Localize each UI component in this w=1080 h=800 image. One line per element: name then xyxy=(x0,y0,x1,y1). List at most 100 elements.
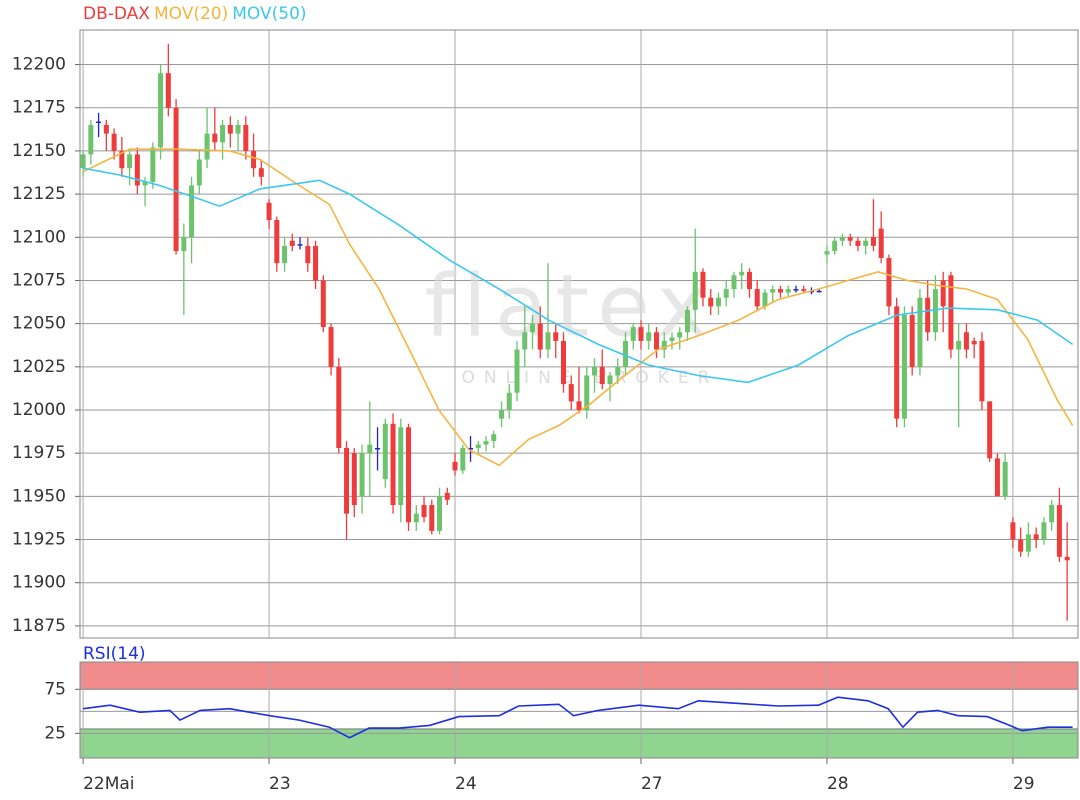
candle-body xyxy=(715,297,721,307)
candle-body xyxy=(1002,461,1008,497)
candle-body xyxy=(220,125,226,143)
candle-body xyxy=(886,258,892,307)
candle-body xyxy=(475,444,481,448)
candle-body xyxy=(80,154,86,169)
candle-body xyxy=(940,280,946,307)
candle-body xyxy=(189,185,195,238)
candle-body xyxy=(119,150,125,169)
candle-body xyxy=(607,375,613,385)
candle-body xyxy=(770,289,776,293)
x-tick-label: 23 xyxy=(269,774,291,794)
candle-body xyxy=(235,125,241,134)
candle-body xyxy=(584,375,590,410)
candle-body xyxy=(127,154,133,169)
candle-body xyxy=(274,220,280,264)
candle-body xyxy=(499,410,505,419)
x-tick-label: 28 xyxy=(827,774,849,794)
x-tick-label: 24 xyxy=(455,774,477,794)
candle-body xyxy=(181,237,187,252)
candle-body xyxy=(258,168,264,177)
candle-body xyxy=(289,240,295,246)
y-tick-label: 12025 xyxy=(12,357,66,377)
candle-body xyxy=(367,444,373,454)
candle-body xyxy=(1033,534,1039,540)
candle-body xyxy=(723,289,729,298)
candle-body xyxy=(421,505,427,518)
candle-body xyxy=(994,458,1000,497)
candle-body xyxy=(429,505,435,531)
legend-entry: MOV(20) xyxy=(154,4,228,24)
y-tick-label: 75 xyxy=(44,679,66,699)
candle-body xyxy=(653,332,659,350)
candle-body xyxy=(576,401,582,410)
candle-body xyxy=(901,315,907,419)
candle-body xyxy=(925,297,931,333)
candle-body xyxy=(150,147,156,182)
y-tick-label: 11875 xyxy=(12,616,66,636)
candle-body xyxy=(855,240,861,246)
candle-body xyxy=(1010,522,1016,540)
candle-body xyxy=(762,292,768,307)
x-tick-label: 27 xyxy=(641,774,663,794)
y-tick-label: 11900 xyxy=(12,573,66,593)
candle-body xyxy=(963,332,969,350)
candle-body xyxy=(173,107,179,252)
candle-body xyxy=(816,290,822,293)
y-tick-label: 12000 xyxy=(12,400,66,420)
candle-body xyxy=(684,309,690,333)
candle-body xyxy=(313,245,319,281)
y-tick-label: 12150 xyxy=(12,141,66,161)
candle-body xyxy=(375,448,381,450)
candle-body xyxy=(537,323,543,350)
candle-body xyxy=(909,315,915,367)
y-tick-label: 12125 xyxy=(12,184,66,204)
candle-body xyxy=(305,245,311,264)
candle-body xyxy=(878,228,884,258)
candle-body xyxy=(103,125,109,134)
candle-body xyxy=(692,271,698,310)
candle-body xyxy=(1018,539,1024,552)
plot-border xyxy=(79,661,1079,759)
candle-body xyxy=(568,384,574,402)
candle-body xyxy=(522,332,528,350)
plot-border xyxy=(79,29,1079,639)
rsi-line xyxy=(82,696,1073,739)
y-tick-label: 25 xyxy=(44,723,66,743)
candle-body xyxy=(979,340,985,402)
candle-body xyxy=(344,448,350,514)
candle-body xyxy=(739,271,745,276)
candle-body xyxy=(1041,522,1047,540)
candle-body xyxy=(824,251,830,255)
panel-title: RSI(14) xyxy=(83,644,146,664)
candle-body xyxy=(545,332,551,350)
candle-body xyxy=(390,423,396,505)
candle-body xyxy=(708,297,714,307)
y-tick-label: 11925 xyxy=(12,530,66,550)
candle-body xyxy=(111,133,117,151)
candle-body xyxy=(165,73,171,108)
candle-body xyxy=(932,289,938,333)
y-tick-label: 11975 xyxy=(12,443,66,463)
y-tick-label: 12100 xyxy=(12,227,66,247)
candle-body xyxy=(514,349,520,393)
candle-body xyxy=(553,332,559,341)
candle-body xyxy=(398,427,404,505)
candle-body xyxy=(96,121,102,124)
candle-body xyxy=(870,237,876,246)
candle-body xyxy=(460,448,466,471)
candle-body xyxy=(754,289,760,307)
moving-average-line xyxy=(82,148,1074,467)
candle-body xyxy=(212,133,218,143)
candle-body xyxy=(297,244,303,246)
candle-body xyxy=(328,327,334,367)
candle-body xyxy=(894,306,900,419)
candle-body xyxy=(406,427,412,523)
candle-body xyxy=(204,133,210,160)
legend-title: DB-DAX xyxy=(83,4,150,24)
x-tick-label: 22Mai xyxy=(83,774,134,794)
candle-body xyxy=(444,492,450,500)
candle-body xyxy=(956,340,962,350)
candle-body xyxy=(777,289,783,293)
candle-body xyxy=(917,297,923,367)
